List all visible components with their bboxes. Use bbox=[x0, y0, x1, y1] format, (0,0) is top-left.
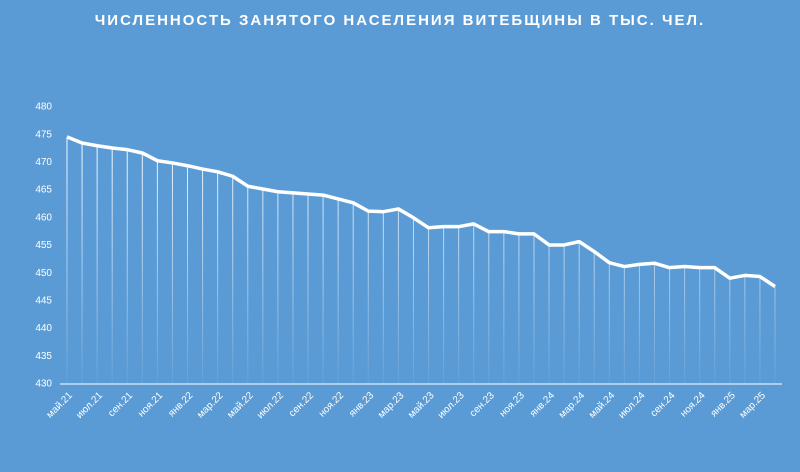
x-tick-label: мар.23 bbox=[376, 390, 407, 421]
x-tick-label: ноя.24 bbox=[678, 390, 708, 420]
y-tick-label: 460 bbox=[35, 212, 52, 223]
x-tick-label: июл.21 bbox=[74, 390, 105, 421]
x-tick-label: мар.25 bbox=[738, 390, 769, 421]
y-tick-label: 445 bbox=[35, 296, 52, 307]
x-tick-label: ноя.21 bbox=[136, 390, 166, 420]
x-tick-label: янв.22 bbox=[166, 390, 195, 419]
y-tick-label: 430 bbox=[35, 379, 52, 390]
x-tick-label: май.22 bbox=[225, 390, 256, 421]
y-tick-label: 440 bbox=[35, 323, 52, 334]
y-tick-label: 450 bbox=[35, 268, 52, 279]
x-tick-label: май.23 bbox=[406, 390, 437, 421]
y-tick-label: 455 bbox=[35, 240, 52, 251]
x-tick-label: мар.22 bbox=[195, 390, 226, 421]
x-tick-label: янв.25 bbox=[709, 390, 738, 419]
x-tick-label: янв.24 bbox=[528, 390, 557, 419]
y-tick-label: 435 bbox=[35, 351, 52, 362]
y-tick-label: 465 bbox=[35, 185, 52, 196]
y-tick-label: 480 bbox=[35, 102, 52, 113]
y-tick-label: 470 bbox=[35, 157, 52, 168]
x-tick-label: июл.23 bbox=[436, 390, 467, 421]
data-line bbox=[66, 135, 776, 288]
x-tick-label: июл.24 bbox=[617, 390, 648, 421]
x-tick-label: сен.21 bbox=[106, 390, 135, 419]
x-tick-label: сен.24 bbox=[649, 390, 678, 419]
x-tick-label: ноя.22 bbox=[317, 390, 347, 420]
y-tick-label: 475 bbox=[35, 129, 52, 140]
x-tick-label: сен.23 bbox=[468, 390, 497, 419]
x-tick-label: янв.23 bbox=[347, 390, 376, 419]
x-tick-label: сен.22 bbox=[287, 390, 316, 419]
x-tick-label: июл.22 bbox=[255, 390, 286, 421]
x-tick-label: мар.24 bbox=[557, 390, 588, 421]
x-tick-label: май.21 bbox=[45, 390, 76, 421]
chart-title: ЧИСЛЕННОСТЬ ЗАНЯТОГО НАСЕЛЕНИЯ ВИТЕБЩИНЫ… bbox=[95, 12, 705, 29]
x-tick-label: ноя.23 bbox=[498, 390, 528, 420]
x-tick-label: май.24 bbox=[587, 390, 618, 421]
